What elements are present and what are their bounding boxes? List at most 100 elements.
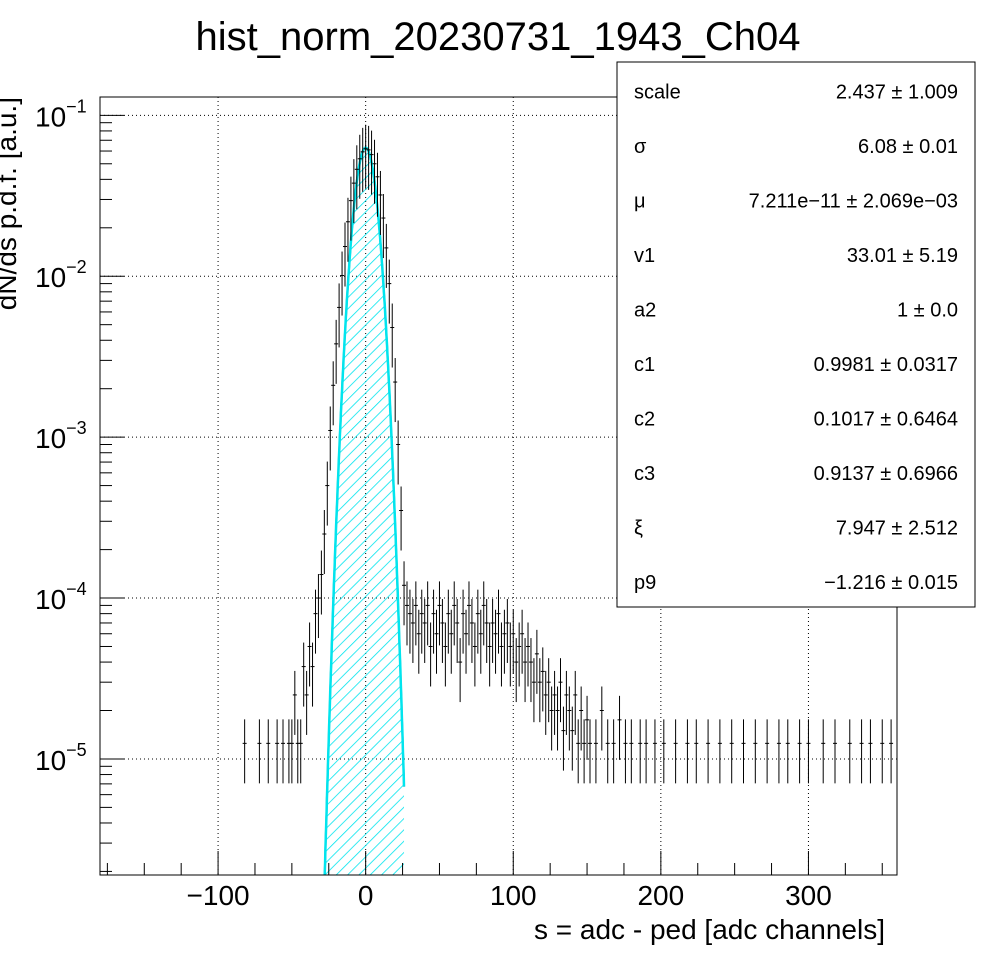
histogram-point <box>455 598 460 663</box>
stats-value-0: 2.437 ± 1.009 <box>836 81 958 103</box>
stats-value-1: 6.08 ± 0.01 <box>858 136 958 158</box>
histogram-point <box>328 406 333 471</box>
histogram-point <box>673 719 678 784</box>
histogram-point <box>416 609 421 674</box>
histogram-layer <box>242 124 894 784</box>
x-axis-title: s = adc - ped [adc channels] <box>534 914 885 945</box>
histogram-point <box>475 589 480 654</box>
histogram-point <box>310 642 315 707</box>
histogram-point <box>366 125 371 190</box>
histogram-point <box>289 719 294 784</box>
histogram-point <box>381 194 386 259</box>
stats-label-0: scale <box>634 81 681 103</box>
x-tick-label-2: 100 <box>490 880 537 911</box>
histogram-point <box>797 719 802 784</box>
histogram-point <box>588 719 593 784</box>
histogram-point <box>564 670 569 735</box>
histogram-point <box>599 686 604 751</box>
histogram-point <box>413 581 418 646</box>
histogram-point <box>407 589 412 654</box>
histogram-point <box>859 719 864 784</box>
stats-box: scale 2.437 ± 1.009 σ 6.08 ± 0.01 μ 7.211e−11… <box>616 61 976 608</box>
histogram-point <box>331 361 336 426</box>
histogram-point <box>514 638 519 703</box>
histogram-point <box>623 719 628 784</box>
histogram-point <box>404 581 409 646</box>
histogram-point <box>582 719 587 784</box>
histogram-point <box>499 622 504 687</box>
histogram-point <box>717 719 722 784</box>
histogram-point <box>369 130 374 195</box>
histogram-point <box>585 695 590 760</box>
x-tick-label-1: 0 <box>358 880 374 911</box>
histogram-point <box>351 159 356 224</box>
histogram-point <box>508 622 513 687</box>
histogram-point <box>319 550 324 615</box>
histogram-point <box>729 719 734 784</box>
stats-label-1: σ <box>634 136 647 158</box>
histogram-point <box>434 609 439 674</box>
stats-label-3: v1 <box>634 245 655 267</box>
histogram-point <box>579 686 584 751</box>
histogram-point <box>505 598 510 663</box>
histogram-point <box>558 658 563 723</box>
histogram-point <box>363 124 368 189</box>
histogram-point <box>741 719 746 784</box>
histogram-point <box>345 197 350 262</box>
histogram-point <box>257 719 262 784</box>
histogram-point <box>847 719 852 784</box>
histogram-point <box>555 686 560 751</box>
histogram-point <box>593 719 598 784</box>
histogram-point <box>685 719 690 784</box>
histogram-point <box>375 152 380 217</box>
histogram-point <box>399 486 404 551</box>
histogram-point <box>461 589 466 654</box>
histogram-point <box>880 719 885 784</box>
histogram-point <box>661 719 666 784</box>
histogram-point <box>307 622 312 687</box>
histogram-point <box>549 686 554 751</box>
histogram-point <box>458 638 463 703</box>
histogram-point <box>484 598 489 663</box>
histogram-point <box>440 598 445 663</box>
histogram-point <box>546 658 551 723</box>
histogram-point <box>520 609 525 674</box>
x-tick-label-3: 200 <box>637 880 684 911</box>
histogram-point <box>384 223 389 288</box>
histogram-point <box>478 609 483 674</box>
histogram-point <box>340 251 345 316</box>
histogram-point <box>496 589 501 654</box>
histogram-point <box>644 719 649 784</box>
y-tick-label-1: 10−2 <box>35 257 87 293</box>
histogram-point <box>298 719 303 784</box>
histogram-point <box>469 598 474 663</box>
histogram-point <box>638 719 643 784</box>
histogram-point <box>706 719 711 784</box>
stats-value-7: 0.9137 ± 0.6966 <box>814 463 958 485</box>
stats-value-3: 33.01 ± 5.19 <box>847 245 958 267</box>
histogram-point <box>765 719 770 784</box>
histogram-point <box>325 461 330 526</box>
histogram-point <box>396 420 401 485</box>
histogram-point <box>889 719 894 784</box>
histogram-point <box>517 622 522 687</box>
histogram-point <box>425 581 430 646</box>
histogram-point <box>466 581 471 646</box>
x-axis: −100 0 100 200 300 <box>106 851 883 911</box>
histogram-point <box>316 574 321 639</box>
histogram-point <box>537 658 542 723</box>
histogram-point <box>348 176 353 241</box>
histogram-point <box>543 670 548 735</box>
y-axis: 10−1 10−2 10−3 10−4 10−5 <box>35 96 124 872</box>
histogram-point <box>446 589 451 654</box>
histogram-point <box>785 719 790 784</box>
histogram-point <box>275 719 280 784</box>
histogram-point <box>242 719 247 784</box>
histogram-point <box>281 719 286 784</box>
histogram-point <box>540 647 545 712</box>
histogram-point <box>428 622 433 687</box>
histogram-point <box>570 706 575 771</box>
histogram-point <box>576 719 581 784</box>
histogram-point <box>573 670 578 735</box>
